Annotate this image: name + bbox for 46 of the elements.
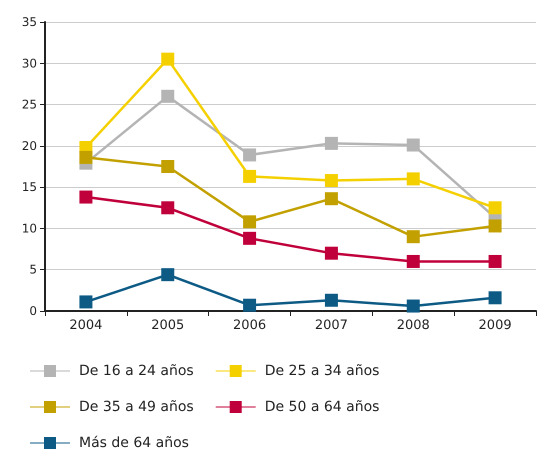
y-tick-label: 20 <box>22 138 37 153</box>
y-tick-label: 25 <box>22 98 37 112</box>
y-tick-label: 15 <box>22 180 37 194</box>
y-tick-label: 30 <box>22 56 37 70</box>
point <box>488 254 502 268</box>
point <box>488 219 502 232</box>
point <box>161 52 174 66</box>
point <box>243 232 256 245</box>
point <box>406 254 420 268</box>
point <box>243 298 256 312</box>
point <box>161 268 174 282</box>
x-tick-label: 2006 <box>233 318 266 333</box>
point <box>243 215 256 228</box>
point <box>161 201 174 214</box>
y-tick-label: 35 <box>22 15 37 29</box>
point <box>161 90 174 103</box>
point <box>79 150 92 164</box>
point <box>161 160 174 173</box>
point <box>406 172 420 186</box>
point <box>324 174 338 188</box>
point <box>79 295 92 308</box>
y-tick-label: 10 <box>22 221 37 236</box>
legend-label: De 16 a 24 años <box>79 363 194 379</box>
point <box>324 192 338 206</box>
point <box>488 201 502 214</box>
x-tick-label: 2004 <box>69 318 102 333</box>
point <box>406 300 420 313</box>
point <box>324 294 338 307</box>
legend-label: De 35 a 49 años <box>79 399 194 415</box>
x-tick-label: 2009 <box>478 318 512 333</box>
point <box>324 136 338 150</box>
y-tick-label: 5 <box>29 262 37 277</box>
legend-label: De 25 a 34 años <box>264 363 380 379</box>
x-tick-label: 2008 <box>396 318 430 333</box>
point <box>79 190 92 204</box>
x-tick-label: 2005 <box>151 318 184 333</box>
point <box>324 246 338 260</box>
y-tick-label: 0 <box>29 304 37 318</box>
point <box>406 230 420 244</box>
point <box>243 148 256 162</box>
x-tick-label: 2007 <box>314 318 348 333</box>
point <box>488 291 502 304</box>
legend-label: De 50 a 64 años <box>264 399 380 415</box>
legend-label: Más de 64 años <box>79 435 189 451</box>
point <box>243 170 256 183</box>
point <box>406 138 420 152</box>
